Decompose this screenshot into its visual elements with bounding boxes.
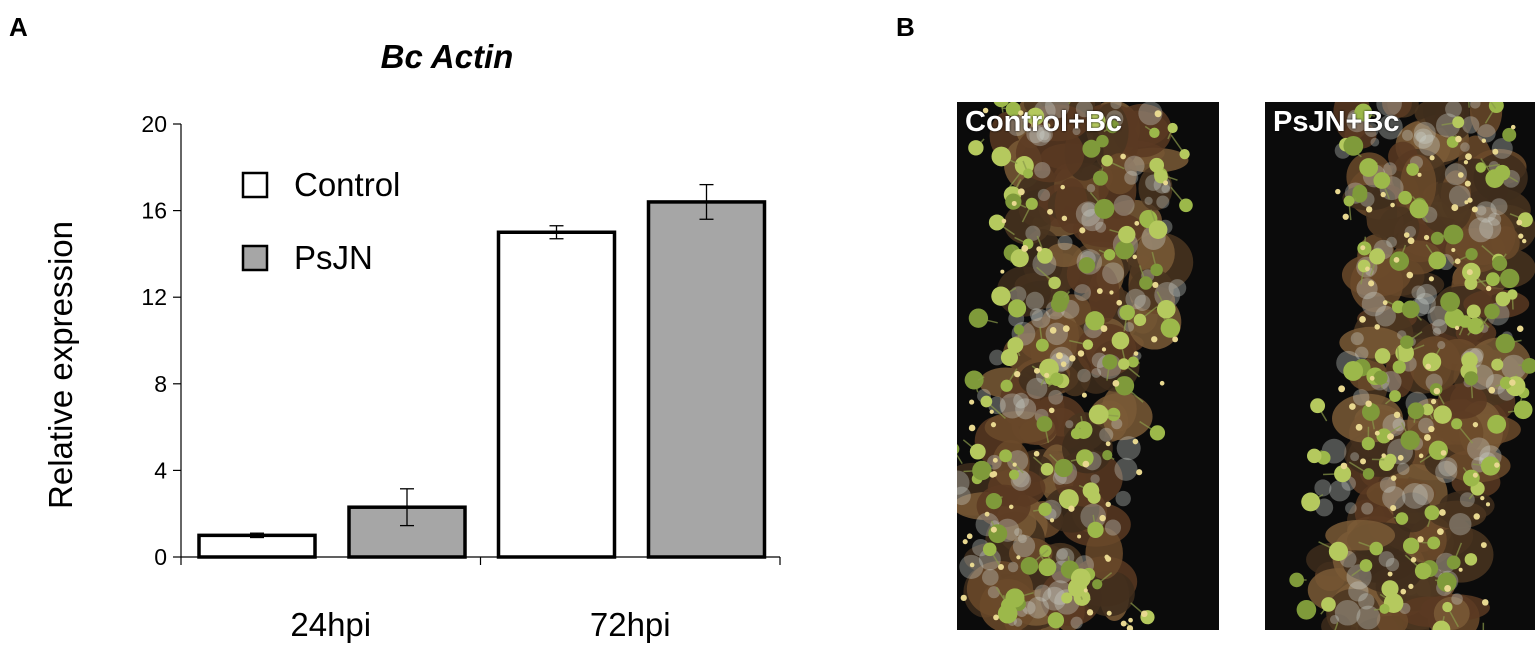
x-tick-label: 24hpi	[290, 606, 371, 643]
bars	[197, 183, 767, 559]
x-tick-label: 72hpi	[590, 606, 671, 643]
bar-psjn-24hpi	[347, 505, 467, 559]
panel-a-label: A	[9, 12, 28, 42]
panel-b-label: B	[896, 12, 915, 42]
y-tick-label: 0	[154, 544, 167, 570]
inflorescence-image	[957, 102, 1194, 630]
photo-label-psjn: PsJN+Bc	[1273, 106, 1400, 138]
bar-control-72hpi	[496, 230, 617, 559]
bar-psjn-72hpi	[646, 200, 767, 559]
photo-label-control: Control+Bc	[965, 106, 1123, 138]
legend-label: PsJN	[294, 239, 373, 276]
bar-control-24hpi	[197, 533, 317, 559]
chart-title: Bc Actin	[381, 38, 514, 75]
y-axis-label: Relative expression	[42, 221, 79, 509]
photo-psjn-bc: PsJN+Bc	[1265, 102, 1535, 630]
y-tick-label: 12	[141, 284, 167, 310]
legend: Control PsJN	[241, 166, 400, 276]
legend-swatch-psjn	[241, 244, 269, 272]
y-tick-label: 8	[154, 371, 167, 397]
inflorescence-image	[1289, 102, 1535, 630]
legend-swatch-control	[241, 171, 269, 199]
y-tick-label: 16	[141, 198, 167, 224]
photo-control-bc: Control+Bc	[957, 102, 1219, 630]
y-tick-label: 4	[154, 457, 167, 483]
y-tick-label: 20	[141, 111, 167, 137]
legend-label: Control	[294, 166, 400, 203]
bar-chart: Bc Actin Relative expression 0 4 8 12 16 20 24…	[42, 38, 781, 643]
